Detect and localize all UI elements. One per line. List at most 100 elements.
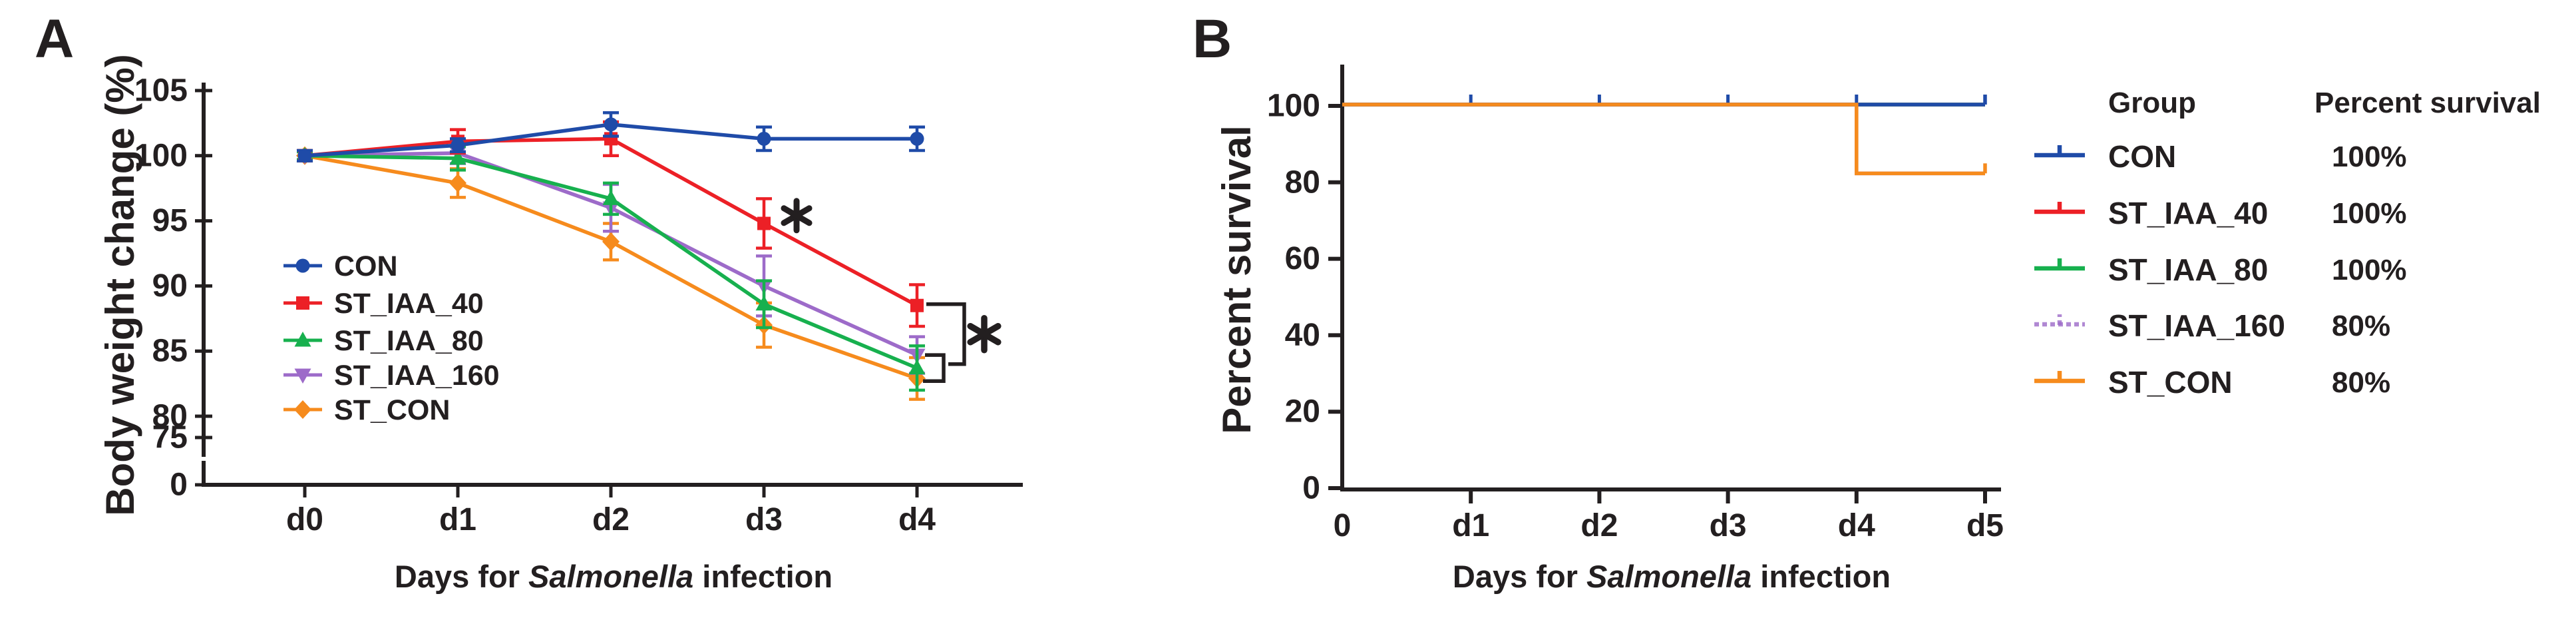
legend-b-group-ST_IAA_160: ST_IAA_160	[2108, 308, 2285, 343]
y-tick-label: 85	[152, 334, 188, 369]
legend-a-item-ST_IAA_80: ST_IAA_80	[283, 325, 484, 357]
legend-marker	[294, 332, 311, 347]
x-tick-label: d2	[592, 502, 630, 537]
data-point-marker	[451, 138, 465, 153]
y-tick-label: 60	[1285, 241, 1320, 276]
x-title-italic: Salmonella	[1586, 559, 1752, 594]
x-title-suffix: infection	[1751, 559, 1891, 594]
x-tick-label: d3	[745, 502, 783, 537]
legend-marker	[295, 258, 310, 273]
data-point-marker	[602, 190, 620, 205]
asterisk-stroke	[967, 323, 1002, 346]
panel-a-label: A	[35, 9, 75, 69]
data-point-marker	[604, 117, 618, 132]
significance-bracket-outer	[926, 302, 966, 366]
x-title-suffix: infection	[693, 559, 833, 594]
legend-b-symbol-CON	[2032, 138, 2088, 164]
asterisk-bracket	[967, 315, 1002, 354]
y-tick-label: 0	[1302, 471, 1320, 506]
asterisk-d3	[781, 198, 813, 234]
x-tick-label: d2	[1580, 508, 1618, 543]
legend-b-group-ST_CON: ST_CON	[2108, 365, 2233, 400]
legend-b-symbol-ST_IAA_40	[2032, 194, 2088, 221]
x-title-italic: Salmonella	[528, 559, 694, 594]
asterisk-stroke	[781, 205, 813, 226]
y-tick-label: 75	[152, 420, 188, 456]
x-tick-label: d4	[898, 502, 936, 537]
survival-curve-ST_CON	[1342, 103, 1987, 176]
y-tick-label: 80	[152, 399, 188, 434]
survival-legend-line-icon	[2034, 258, 2085, 271]
significance-bracket-inner	[923, 353, 946, 383]
legend-b-group-ST_IAA_80: ST_IAA_80	[2108, 252, 2269, 287]
legend-a-label: ST_IAA_160	[334, 360, 500, 392]
legend-marker	[294, 400, 311, 419]
legend-b-group-CON: CON	[2108, 139, 2177, 174]
panel-b-label: B	[1193, 9, 1232, 69]
y-tick-label: 20	[1285, 394, 1320, 430]
panel-a-annotations	[781, 198, 1002, 383]
panel-b-y-axis: 100 80 60 40 20 0	[1267, 65, 1344, 506]
data-point-marker	[755, 295, 773, 311]
legend-a-label: ST_IAA_80	[334, 325, 484, 357]
legend-b-percent-ST_IAA_160: 80%	[2332, 310, 2391, 342]
y-tick-label: 100	[1267, 89, 1320, 124]
survival-legend-line-icon	[2034, 371, 2085, 384]
data-point-marker	[602, 232, 620, 251]
legend-b-percent-ST_IAA_40: 100%	[2332, 197, 2407, 230]
y-tick-label: 100	[134, 138, 188, 173]
x-tick-label: d5	[1966, 508, 2004, 543]
legend-a-item-CON: CON	[283, 250, 398, 282]
legend-a-label: ST_IAA_40	[334, 288, 484, 320]
legend-b-percent-CON: 100%	[2332, 141, 2407, 173]
legend-a-label: CON	[334, 250, 398, 282]
data-point-marker	[757, 216, 771, 230]
x-title-prefix: Days for	[394, 559, 529, 594]
legend-marker	[296, 296, 309, 310]
legend-b-group-ST_IAA_40: ST_IAA_40	[2108, 196, 2269, 230]
y-tick-label: 0	[170, 467, 188, 503]
data-point-marker	[757, 131, 771, 146]
survival-legend-line-icon	[2034, 314, 2085, 327]
x-tick-label: d4	[1838, 508, 1875, 543]
series-CON	[297, 111, 925, 163]
panel-b-x-axis-title: Days for Salmonella infection	[1339, 561, 2004, 592]
legend-b-percent-ST_IAA_80: 100%	[2332, 254, 2407, 286]
x-tick-label: 0	[1334, 508, 1352, 543]
data-point-marker	[297, 149, 312, 163]
panel-a-x-axis-title: Days for Salmonella infection	[281, 561, 946, 592]
legend-b-percent-ST_CON: 80%	[2332, 366, 2391, 399]
legend-a-label: ST_CON	[334, 394, 450, 426]
x-tick-label: d1	[439, 502, 476, 537]
x-tick-label: d1	[1452, 508, 1489, 543]
data-point-marker	[910, 298, 924, 312]
data-point-marker	[449, 173, 466, 192]
x-title-prefix: Days for	[1452, 559, 1587, 594]
data-point-marker	[908, 359, 926, 375]
y-tick-label: 80	[1285, 164, 1320, 200]
survival-line	[1342, 103, 1985, 176]
legend-a-item-ST_CON: ST_CON	[283, 394, 450, 426]
panel-b-chart: 100 80 60 40 20 00 d1 d2 d3 d4 d5	[1267, 65, 2004, 543]
legend-b-header-percent: Percent survival	[2314, 87, 2541, 119]
legend-a-item-ST_IAA_40: ST_IAA_40	[283, 288, 484, 320]
panel-a-x-axis: d0 d1 d2 d3 d4	[202, 483, 1023, 537]
survival-line	[1342, 103, 1985, 176]
legend-marker	[294, 368, 311, 384]
data-point-marker	[910, 131, 924, 146]
x-tick-label: d3	[1710, 508, 1747, 543]
panel-b-x-axis: 0 d1 d2 d3 d4 d5	[1334, 487, 2004, 543]
y-tick-label: 95	[152, 203, 188, 238]
survival-legend-line-icon	[2034, 202, 2085, 214]
y-tick-label: 90	[152, 268, 188, 304]
survival-curve-ST_IAA_160	[1342, 103, 1985, 176]
y-tick-label: 105	[134, 73, 188, 109]
data-point-marker	[449, 149, 466, 165]
legend-b-symbol-ST_IAA_160	[2032, 307, 2088, 334]
legend-b-symbol-ST_CON	[2032, 364, 2088, 390]
y-tick-label: 40	[1285, 318, 1320, 353]
